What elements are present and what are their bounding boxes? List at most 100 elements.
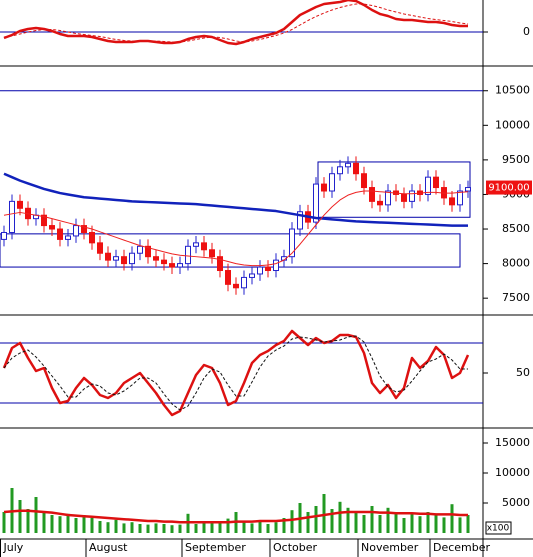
candle-body <box>313 183 319 223</box>
candle-body <box>145 245 151 258</box>
y-tick-label: 8000 <box>502 257 530 270</box>
volume-bar <box>26 509 30 533</box>
volume-bar <box>218 523 222 533</box>
candle-body <box>57 228 63 240</box>
volume-bar <box>162 524 166 533</box>
x-tick-label: November <box>361 541 419 554</box>
candle-body <box>137 245 143 254</box>
series-line <box>3 190 469 267</box>
volume-bar <box>202 521 206 533</box>
candle-body <box>257 266 263 275</box>
series-line <box>3 172 468 227</box>
candle-body <box>153 256 159 261</box>
volume-bar <box>138 524 142 533</box>
candle-body <box>345 162 351 168</box>
candle-body <box>377 200 383 206</box>
candle-body <box>233 283 239 289</box>
y-tick-label: 9500 <box>502 153 530 166</box>
series-line <box>2 329 470 417</box>
volume-bar <box>146 524 150 533</box>
candle-body <box>185 245 191 265</box>
volume-bar <box>250 523 254 533</box>
candle-body <box>457 190 463 206</box>
volume-bar <box>106 522 110 533</box>
last-price-box <box>486 180 532 195</box>
candle-body <box>249 273 255 278</box>
candle-body <box>9 200 15 233</box>
volume-bar <box>410 513 414 533</box>
volume-bar <box>378 515 382 533</box>
x-tick-label: September <box>185 541 246 554</box>
volume-bar <box>394 513 398 533</box>
volume-bar <box>442 517 446 533</box>
candle-body <box>121 256 127 265</box>
volume-bar <box>330 509 334 533</box>
volume-bar <box>18 500 22 533</box>
x-tick-label: August <box>89 541 128 554</box>
volume-bar <box>458 517 462 533</box>
candle-body <box>289 228 295 258</box>
candle-body <box>177 263 183 268</box>
y-tick-label: 10500 <box>495 84 530 97</box>
y-tick-label: 0 <box>523 25 530 38</box>
x-tick-label: July <box>3 541 24 554</box>
y-tick-label: 5000 <box>502 496 530 509</box>
volume-bar <box>434 515 438 533</box>
candle-body <box>129 252 135 265</box>
volume-bar <box>42 512 46 533</box>
volume-bar <box>74 518 78 533</box>
volume-bar <box>58 516 62 533</box>
volume-bar <box>170 525 174 533</box>
volume-bar <box>2 512 6 533</box>
volume-bar <box>242 522 246 533</box>
x-tick-label: December <box>433 541 491 554</box>
volume-bar <box>90 518 94 533</box>
candle-body <box>401 193 407 202</box>
volume-bar <box>258 521 262 533</box>
candle-body <box>449 197 455 206</box>
candle-body <box>105 252 111 261</box>
volume-bar <box>402 518 406 533</box>
range-box <box>0 233 461 268</box>
candle-body <box>241 276 247 289</box>
volume-bar <box>290 510 294 533</box>
series-line <box>3 0 468 46</box>
volume-bar <box>274 522 278 533</box>
candle-body <box>265 266 271 272</box>
candle-body <box>217 256 223 272</box>
candle-body <box>161 259 167 265</box>
volume-bar <box>418 516 422 533</box>
volume-bar <box>114 519 118 533</box>
y-tick-label: 15000 <box>495 436 530 449</box>
y-tick-label: 7500 <box>502 291 530 304</box>
candle-body <box>81 225 87 233</box>
volume-bar <box>82 515 86 533</box>
candle-body <box>465 187 471 192</box>
unit-label: x100 <box>487 524 510 534</box>
volume-bar <box>210 522 214 533</box>
candle-body <box>353 162 359 175</box>
candle-body <box>49 225 55 230</box>
candle-body <box>337 166 343 175</box>
volume-bar <box>450 504 454 533</box>
candle-body <box>369 187 375 202</box>
candle-body <box>73 225 79 237</box>
candle-body <box>225 270 231 285</box>
candle-body <box>273 259 279 272</box>
volume-bar <box>346 507 350 533</box>
last-price-label: 9100.00 <box>488 183 529 194</box>
volume-bar <box>306 512 310 533</box>
volume-bar <box>194 524 198 533</box>
candle-body <box>409 190 415 202</box>
candle-body <box>433 176 439 189</box>
volume-bar <box>122 523 126 533</box>
candle-body <box>329 173 335 192</box>
volume-bar <box>362 515 366 533</box>
candle-body <box>321 183 327 192</box>
candle-body <box>113 256 119 261</box>
candle-body <box>201 242 207 251</box>
candle-body <box>193 242 199 247</box>
volume-bar <box>154 523 158 533</box>
volume-bar <box>338 501 342 533</box>
